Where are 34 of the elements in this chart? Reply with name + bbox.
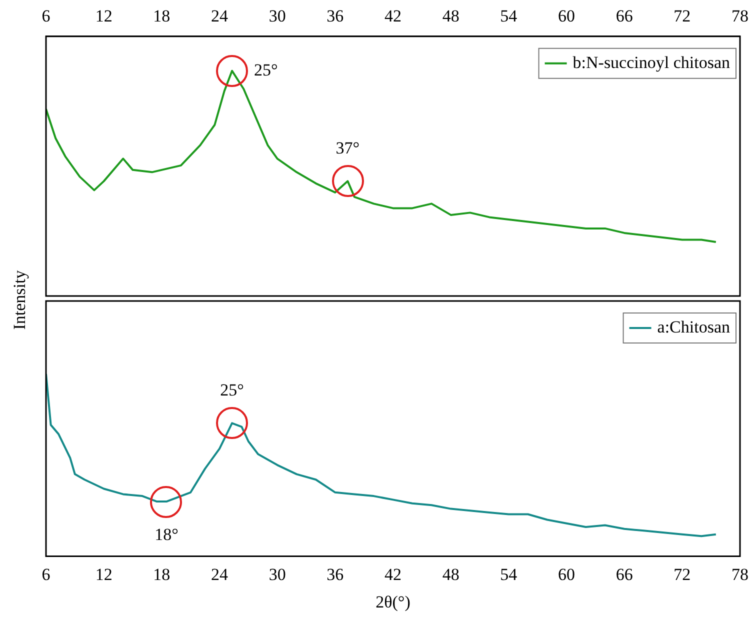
x-tick-label: 78 — [732, 564, 748, 584]
x-axis-title: 2θ(°) — [376, 592, 410, 612]
x-tick-label: 6 — [42, 564, 50, 584]
x-tick-label: 30 — [268, 6, 286, 26]
x-tick-label: 12 — [95, 564, 112, 584]
x-tick-label: 60 — [558, 6, 575, 26]
annotation: 37° — [336, 138, 360, 158]
x-tick-label: 60 — [558, 564, 575, 584]
legend-label: a:Chitosan — [657, 317, 730, 336]
x-tick-label: 42 — [384, 6, 402, 26]
x-tick-label: 54 — [500, 564, 518, 584]
x-tick-label: 18 — [153, 564, 170, 584]
x-tick-label: 66 — [616, 564, 633, 584]
legend-label: b:N-succinoyl chitosan — [572, 52, 730, 72]
x-tick-label: 24 — [211, 6, 228, 26]
x-tick-label: 24 — [211, 564, 228, 584]
x-tick-label: 36 — [326, 6, 344, 26]
x-tick-label: 42 — [384, 564, 402, 584]
x-tick-label: 48 — [442, 564, 460, 584]
x-tick-label: 78 — [732, 6, 748, 26]
x-tick-label: 30 — [268, 564, 286, 584]
x-tick-label: 36 — [326, 564, 344, 584]
annotation: 25° — [220, 380, 244, 400]
x-tick-label: 72 — [674, 564, 691, 584]
x-tick-label: 6 — [42, 6, 50, 26]
x-tick-label: 12 — [95, 6, 112, 26]
x-tick-label: 66 — [616, 6, 633, 26]
annotation: 25° — [254, 60, 278, 80]
x-tick-label: 18 — [153, 6, 170, 26]
x-tick-label: 48 — [442, 6, 460, 26]
y-axis-title: Intensity — [10, 270, 30, 330]
annotation: 18° — [154, 524, 178, 544]
x-tick-label: 54 — [500, 6, 518, 26]
x-tick-label: 72 — [674, 6, 691, 26]
